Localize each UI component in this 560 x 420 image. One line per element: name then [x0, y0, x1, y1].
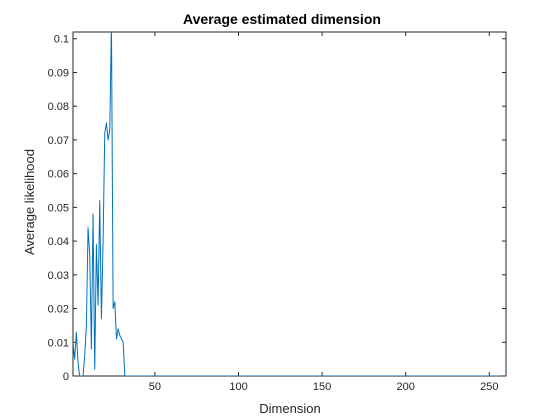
- plot-area: [72, 31, 507, 377]
- y-tick-label: 0: [63, 371, 69, 383]
- x-tick-label: 200: [397, 381, 415, 393]
- plot-frame: [72, 31, 507, 377]
- x-tick-label: 50: [149, 381, 161, 393]
- y-tick-label: 0.01: [48, 337, 69, 349]
- series-layer: [73, 32, 500, 376]
- y-tick-label: 0.03: [48, 270, 69, 282]
- y-axis: 0 0.01 0.02 0.03 0.04 0.05 0.06 0.07 0.08 0.09 0.1: [48, 34, 506, 383]
- x-tick-label: 100: [229, 381, 247, 393]
- x-axis: 50 100 150 200 250: [149, 32, 498, 393]
- y-tick-label: 0.07: [48, 135, 69, 147]
- x-tick-label: 250: [480, 381, 498, 393]
- x-tick-label: 150: [313, 381, 331, 393]
- y-tick-label: 0.09: [48, 67, 69, 79]
- x-axis-label: Dimension: [259, 401, 320, 416]
- series-line-0: [73, 32, 500, 376]
- y-tick-label: 0.06: [48, 169, 69, 181]
- y-tick-label: 0.02: [48, 304, 69, 316]
- y-tick-label: 0.05: [48, 202, 69, 214]
- y-tick-label: 0.1: [54, 34, 69, 46]
- y-tick-label: 0.08: [48, 101, 69, 113]
- chart-title: Average estimated dimension: [183, 11, 381, 27]
- y-tick-label: 0.04: [48, 236, 69, 248]
- y-axis-label: Average likelihood: [22, 149, 37, 255]
